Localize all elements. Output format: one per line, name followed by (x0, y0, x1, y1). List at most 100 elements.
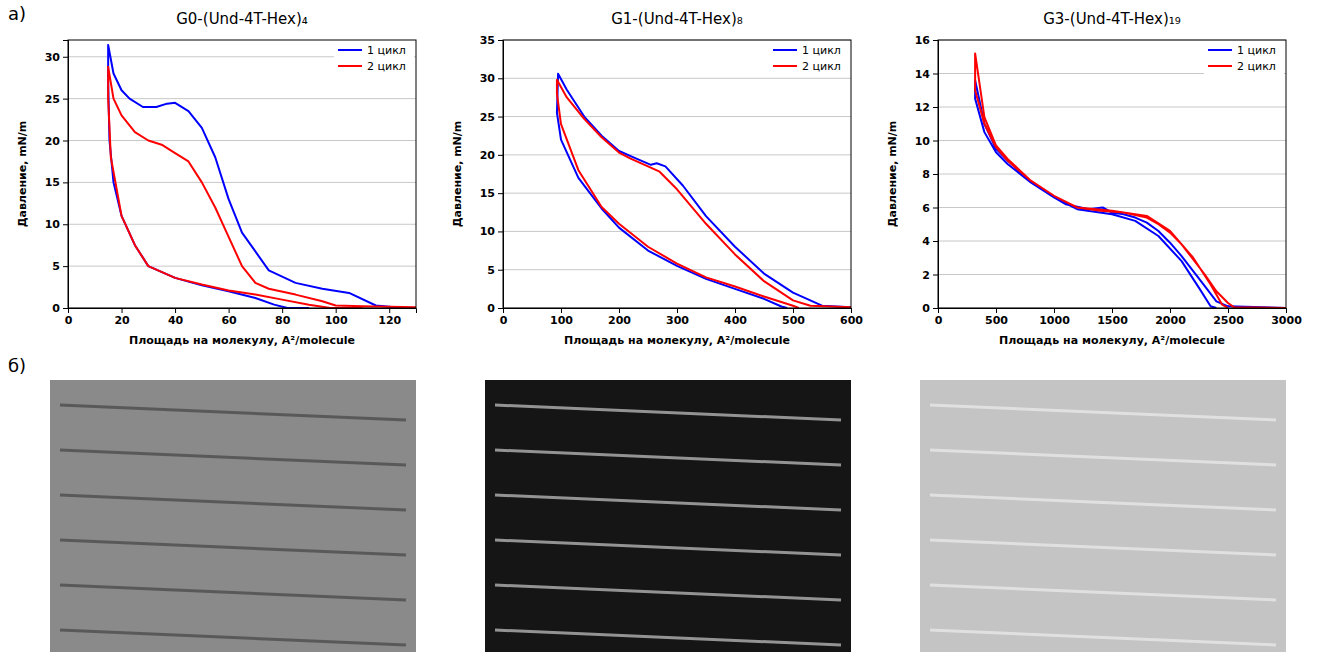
plot-frame (503, 40, 851, 308)
tick-mark (996, 308, 997, 313)
grid-line (68, 182, 416, 183)
tick: 15 (45, 176, 68, 189)
chart-panel: 010020030040050060005101520253035G1-(Und… (451, 10, 863, 347)
tick-mark (933, 74, 938, 75)
grid (503, 40, 851, 308)
legend-swatch (338, 49, 362, 51)
tick-label: 2000 (1155, 314, 1186, 327)
micrograph-texture (930, 405, 1276, 420)
tick-label: 10 (915, 135, 931, 148)
legend-label: 1 цикл (1237, 44, 1276, 57)
tick-label: 80 (275, 314, 291, 327)
tick-mark (933, 275, 938, 276)
tick-label: 200 (608, 314, 631, 327)
tick-mark (1286, 308, 1287, 313)
tick: 0 (487, 302, 503, 315)
tick-mark (175, 308, 176, 313)
grid-line (503, 269, 851, 270)
x-axis-title: Площадь на молекулу, A²/molecule (999, 334, 1225, 347)
grid-line (938, 174, 1286, 175)
tick-mark (63, 308, 68, 309)
legend-swatch (1208, 65, 1232, 67)
tick: 25 (45, 93, 68, 106)
tick: 16 (915, 34, 938, 47)
legend-background (334, 43, 414, 58)
tick: 10 (45, 218, 68, 231)
micrograph-texture (60, 585, 406, 600)
tick-mark (1054, 308, 1055, 313)
tick-mark (63, 182, 68, 183)
tick-mark (1170, 308, 1171, 313)
micrograph-texture (930, 630, 1276, 645)
tick-label: 100 (550, 314, 573, 327)
y-axis: 05101520253035 (480, 34, 504, 315)
tick-label: 2 (922, 269, 930, 282)
grid (68, 57, 416, 308)
micrograph (920, 380, 1286, 652)
plot-frame (938, 40, 1286, 308)
grid-line (503, 116, 851, 117)
tick-label: 20 (45, 135, 61, 148)
legend-background (334, 59, 414, 74)
axis-line (504, 309, 852, 314)
plot-area (975, 53, 1286, 308)
tick-label: 16 (915, 34, 931, 47)
tick-mark (498, 40, 503, 41)
tick-mark (677, 308, 678, 313)
micrograph-texture (60, 450, 406, 465)
micrograph-texture (60, 630, 406, 645)
grid-line (68, 140, 416, 141)
tick: 40 (168, 308, 184, 327)
grid-line (503, 154, 851, 155)
axis-line (69, 309, 417, 314)
tick: 4 (922, 235, 938, 248)
tick-mark (229, 308, 230, 313)
tick-label: 30 (480, 72, 496, 85)
tick: 35 (480, 34, 503, 47)
tick-label: 0 (52, 302, 60, 315)
x-axis-title: Площадь на молекулу, A²/molecule (129, 334, 355, 347)
tick-mark (561, 308, 562, 313)
tick-label: 1500 (1097, 314, 1128, 327)
legend-background (1204, 43, 1284, 58)
tick-label: 0 (500, 314, 508, 327)
y-axis-title: Давление, mN/m (886, 121, 899, 228)
x-axis: 020406080100120 (65, 308, 417, 327)
tick-label: 400 (724, 314, 747, 327)
grid-line (938, 274, 1286, 275)
grid-line (938, 241, 1286, 242)
tick-label: 25 (480, 111, 495, 124)
tick: 600 (840, 308, 863, 327)
tick-label: 35 (480, 34, 495, 47)
micrograph-texture (930, 450, 1276, 465)
plot-frame (68, 40, 416, 308)
micrograph-texture (60, 495, 406, 510)
tick-label: 500 (985, 314, 1008, 327)
tick-mark (498, 155, 503, 156)
tick-label: 4 (922, 235, 930, 248)
micrograph-texture (930, 540, 1276, 555)
tick-mark (498, 231, 503, 232)
tick-mark (63, 57, 68, 58)
tick-mark (498, 117, 503, 118)
tick: 10 (915, 135, 938, 148)
tick-mark (63, 99, 68, 100)
tick-label: 0 (922, 302, 930, 315)
legend-label: 2 цикл (802, 60, 841, 73)
micrograph-texture (495, 405, 841, 420)
tick: 10 (480, 225, 503, 238)
y-axis: 0246810121416 (915, 34, 939, 315)
tick-label: 3000 (1271, 314, 1302, 327)
tick: 0 (65, 308, 73, 327)
tick-mark (122, 308, 123, 313)
tick-mark (933, 241, 938, 242)
chart-title: G3-(Und-4T-Hex)₁₉ (1043, 10, 1181, 28)
tick: 0 (52, 302, 68, 315)
tick: 0 (922, 302, 938, 315)
tick-label: 1000 (1039, 314, 1070, 327)
tick-mark (933, 40, 938, 41)
tick-mark (793, 308, 794, 313)
grid-line (503, 78, 851, 79)
grid-line (68, 98, 416, 99)
tick: 6 (922, 202, 938, 215)
